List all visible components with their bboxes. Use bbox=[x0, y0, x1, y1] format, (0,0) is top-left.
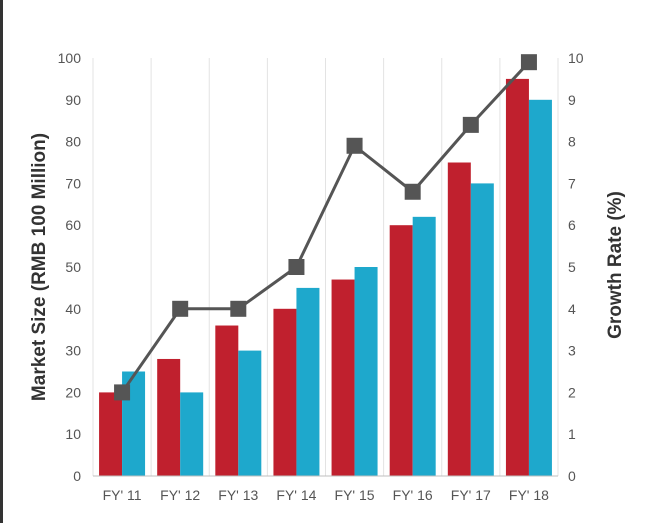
y2-tick-label: 7 bbox=[568, 175, 576, 191]
bar-series-1 bbox=[157, 358, 181, 476]
growth-rate-marker bbox=[288, 259, 305, 275]
y2-tick-label: 1 bbox=[568, 426, 576, 442]
growth-rate-marker bbox=[114, 384, 131, 401]
growth-line-layer bbox=[114, 54, 537, 401]
x-tick-label: FY' 17 bbox=[451, 487, 491, 503]
x-tick-label: FY' 14 bbox=[276, 487, 316, 503]
growth-rate-marker bbox=[520, 54, 537, 71]
y2-tick-label: 10 bbox=[568, 50, 584, 66]
bar-series-2 bbox=[528, 99, 552, 477]
y2-tick-label: 8 bbox=[568, 134, 576, 150]
bar-series-2 bbox=[296, 287, 320, 476]
y-tick-label: 50 bbox=[65, 259, 81, 275]
bar-series-1 bbox=[505, 78, 529, 477]
y2-tick-label: 5 bbox=[568, 259, 576, 275]
bar-series-1 bbox=[99, 392, 123, 476]
growth-rate-marker bbox=[462, 116, 479, 133]
bar-series-2 bbox=[354, 267, 378, 476]
y-axis-title: Market Size (RMB 100 Million) bbox=[29, 133, 50, 401]
y-tick-label: 10 bbox=[65, 426, 81, 442]
y-tick-label: 80 bbox=[65, 134, 81, 150]
bar-series-2 bbox=[238, 350, 262, 476]
bar-series-1 bbox=[331, 279, 355, 476]
y2-tick-label: 4 bbox=[568, 301, 576, 317]
bar-series-1 bbox=[215, 325, 239, 476]
x-tick-label: FY' 18 bbox=[509, 487, 549, 503]
bar-series-2 bbox=[180, 392, 204, 476]
growth-rate-marker bbox=[404, 183, 421, 200]
y-tick-label: 60 bbox=[65, 217, 81, 233]
y2-tick-label: 9 bbox=[568, 92, 576, 108]
y-tick-label: 100 bbox=[58, 50, 82, 66]
x-tick-label: FY' 16 bbox=[393, 487, 433, 503]
y2-axis-title: Growth Rate (%) bbox=[605, 191, 626, 339]
growth-rate-marker bbox=[172, 300, 189, 317]
combo-chart: 0 10 20 30 40 50 60 70 80 90 100 0 1 2 3 4 5 6 7 8 9 10 FY' 11… bbox=[29, 50, 626, 503]
tick-labels: 0 10 20 30 40 50 60 70 80 90 100 0 1 2 3 4 5 6 7 8 9 10 FY' 11… bbox=[58, 50, 584, 503]
grid-lines bbox=[92, 58, 559, 476]
y-tick-label: 90 bbox=[65, 92, 81, 108]
y-tick-label: 40 bbox=[65, 301, 81, 317]
x-tick-label: FY' 12 bbox=[160, 487, 200, 503]
y-tick-label: 30 bbox=[65, 343, 81, 359]
x-tick-label: FY' 13 bbox=[218, 487, 258, 503]
bar-series-1 bbox=[389, 225, 413, 476]
y2-tick-label: 6 bbox=[568, 217, 576, 233]
bar-series-1 bbox=[273, 308, 297, 476]
y2-tick-label: 2 bbox=[568, 384, 576, 400]
x-tick-label: FY' 15 bbox=[335, 487, 375, 503]
bar-series-2 bbox=[412, 216, 436, 476]
growth-rate-line bbox=[120, 61, 531, 394]
y-tick-label: 20 bbox=[65, 384, 81, 400]
x-tick-label: FY' 11 bbox=[103, 487, 142, 503]
y-tick-label: 70 bbox=[65, 175, 81, 191]
y2-tick-label: 0 bbox=[568, 468, 576, 484]
bar-series-2 bbox=[470, 183, 494, 476]
bar-series-1 bbox=[447, 162, 471, 476]
growth-rate-marker bbox=[230, 300, 247, 317]
y2-tick-label: 3 bbox=[568, 343, 576, 359]
growth-rate-marker bbox=[346, 137, 363, 154]
y-tick-label: 0 bbox=[73, 468, 81, 484]
